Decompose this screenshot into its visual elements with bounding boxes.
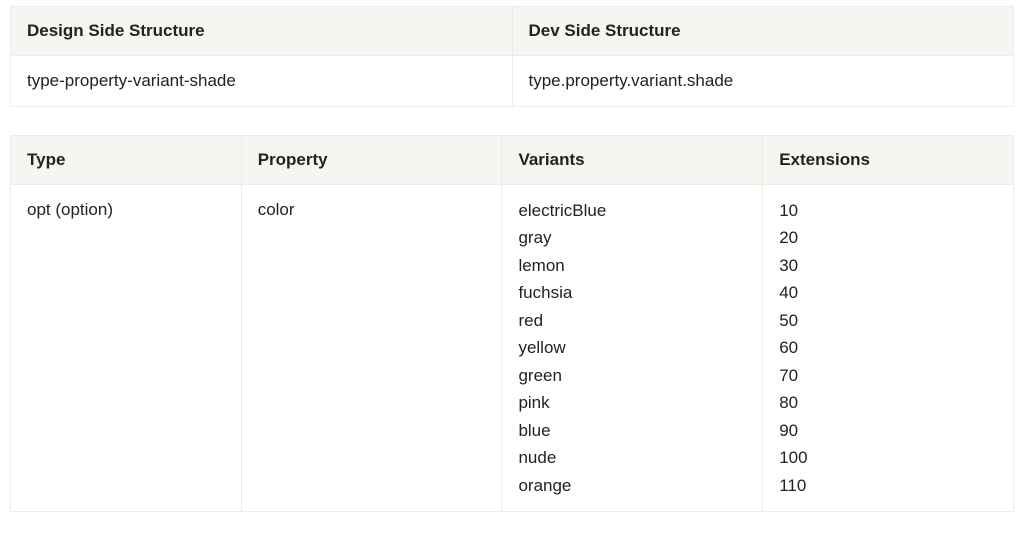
list-item: 110 [779, 472, 997, 500]
col-header-property: Property [241, 135, 502, 184]
col-header-type: Type [11, 135, 242, 184]
table-row: opt (option) color electricBluegraylemon… [11, 184, 1014, 512]
list-item: 90 [779, 417, 997, 445]
list-item: 10 [779, 197, 997, 225]
list-item: blue [518, 417, 746, 445]
cell-property: color [241, 184, 502, 512]
list-item: fuchsia [518, 279, 746, 307]
cell-dev-structure: type.property.variant.shade [512, 56, 1014, 107]
list-item: orange [518, 472, 746, 500]
structure-table: Design Side Structure Dev Side Structure… [10, 6, 1014, 107]
table-row: type-property-variant-shade type.propert… [11, 56, 1014, 107]
list-item: electricBlue [518, 197, 746, 225]
details-table: Type Property Variants Extensions opt (o… [10, 135, 1014, 513]
list-item: 70 [779, 362, 997, 390]
list-item: pink [518, 389, 746, 417]
list-item: lemon [518, 252, 746, 280]
col-header-extensions: Extensions [763, 135, 1014, 184]
cell-extensions: 102030405060708090100110 [763, 184, 1014, 512]
list-item: 30 [779, 252, 997, 280]
list-item: green [518, 362, 746, 390]
list-item: 20 [779, 224, 997, 252]
list-item: 80 [779, 389, 997, 417]
cell-type: opt (option) [11, 184, 242, 512]
list-item: 40 [779, 279, 997, 307]
list-item: gray [518, 224, 746, 252]
col-header-design: Design Side Structure [11, 7, 513, 56]
list-item: 60 [779, 334, 997, 362]
table-header-row: Type Property Variants Extensions [11, 135, 1014, 184]
table-header-row: Design Side Structure Dev Side Structure [11, 7, 1014, 56]
cell-design-structure: type-property-variant-shade [11, 56, 513, 107]
list-item: 100 [779, 444, 997, 472]
list-item: nude [518, 444, 746, 472]
list-item: red [518, 307, 746, 335]
col-header-dev: Dev Side Structure [512, 7, 1014, 56]
cell-variants: electricBluegraylemonfuchsiaredyellowgre… [502, 184, 763, 512]
list-item: 50 [779, 307, 997, 335]
col-header-variants: Variants [502, 135, 763, 184]
list-item: yellow [518, 334, 746, 362]
